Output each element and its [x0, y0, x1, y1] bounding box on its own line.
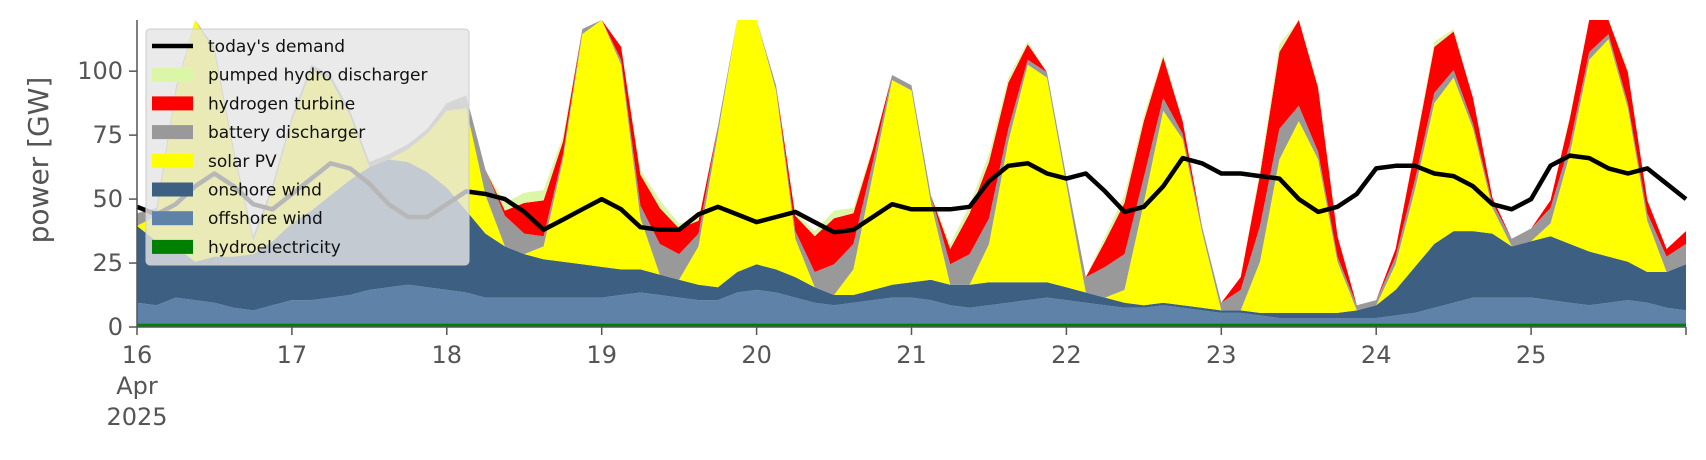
- legend-swatch-hydroelectricity: [152, 239, 193, 254]
- legend-label: onshore wind: [208, 181, 322, 201]
- x-tick-month: Apr: [116, 372, 158, 400]
- legend-box: [145, 28, 470, 266]
- legend-label: pumped hydro discharger: [208, 66, 427, 86]
- x-tick-label: 20: [741, 341, 772, 369]
- x-tick-label: 19: [586, 341, 617, 369]
- x-tick-label: 23: [1206, 341, 1237, 369]
- legend-label: solar PV: [208, 152, 277, 172]
- x-tick-label: 22: [1051, 341, 1082, 369]
- legend-label: hydrogen turbine: [208, 94, 355, 114]
- x-tick-label: 18: [432, 341, 463, 369]
- area-solar-PV: [137, 20, 1686, 313]
- area-hydroelectricity: [137, 323, 1686, 327]
- legend-label: hydroelectricity: [208, 238, 341, 258]
- x-tick-label: 21: [896, 341, 927, 369]
- legend-label: offshore wind: [208, 209, 323, 229]
- area-offshore-wind: [137, 284, 1686, 324]
- y-tick-label: 50: [92, 185, 123, 213]
- legend-swatch-pumped-hydro-discharger: [152, 67, 193, 82]
- x-tick-year: 2025: [106, 403, 167, 431]
- area-hydrogen-turbine: [137, 20, 1686, 306]
- legend-swatch-onshore-wind: [152, 182, 193, 197]
- legend-swatch-solar-PV: [152, 153, 193, 168]
- y-tick-label: 25: [92, 249, 123, 277]
- x-tick-label: 17: [277, 341, 308, 369]
- area-battery-discharger: [137, 20, 1686, 311]
- stacked-areas: [137, 20, 1686, 327]
- y-axis-label: power [GW]: [22, 77, 55, 244]
- legend-swatch-offshore-wind: [152, 211, 193, 226]
- legend-label: today's demand: [208, 37, 345, 57]
- y-tick-label: 100: [77, 57, 123, 85]
- x-tick-label: 24: [1361, 341, 1392, 369]
- legend: today's demand pumped hydro discharger hyd…: [145, 28, 470, 266]
- legend-label: battery discharger: [208, 123, 365, 143]
- area-onshore-wind: [137, 159, 1686, 318]
- axes: 0 25 50 75 100 16 17 18 19 20 21 22 23 24 25 Apr 2025: [77, 20, 1687, 431]
- legend-swatch-battery-discharger: [152, 125, 193, 140]
- y-tick-label: 75: [92, 121, 123, 149]
- legend-swatch-hydrogen-turbine: [152, 96, 193, 111]
- x-tick-label: 16: [122, 341, 153, 369]
- y-tick-label: 0: [108, 313, 123, 341]
- x-tick-label: 25: [1516, 341, 1547, 369]
